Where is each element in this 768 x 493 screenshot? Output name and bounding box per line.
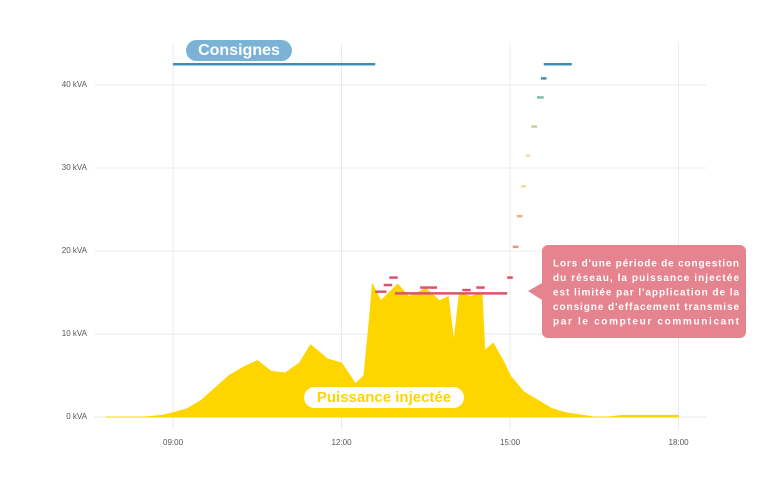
series-pill: [304, 387, 464, 408]
x-tick-label: 09:00: [163, 438, 184, 447]
x-tick-label: 15:00: [500, 438, 521, 447]
y-tick-label: 40 kVA: [62, 80, 88, 89]
y-tick-label: 20 kVA: [62, 246, 88, 255]
annotation-line: consigne d'effacement transmise: [553, 302, 739, 313]
y-tick-label: 0 kVA: [66, 412, 87, 421]
x-tick-label: 18:00: [669, 438, 690, 447]
x-tick-label: 12:00: [332, 438, 353, 447]
y-tick-label: 10 kVA: [62, 329, 88, 338]
consignes-pill: [186, 40, 292, 61]
area: [105, 282, 680, 418]
y-tick-label: 30 kVA: [62, 163, 88, 172]
consignes-label: Consignes: [198, 42, 280, 59]
annotation-line: Lors d'une période de congestion: [553, 259, 739, 270]
annotation-line: du réseau, la puissance injectée: [553, 273, 739, 284]
annotation-box: [528, 245, 746, 338]
series-label: Puissance injectée: [317, 389, 451, 406]
plot: [105, 63, 680, 418]
annotation-line: est limitée par l'application de la: [553, 288, 739, 299]
